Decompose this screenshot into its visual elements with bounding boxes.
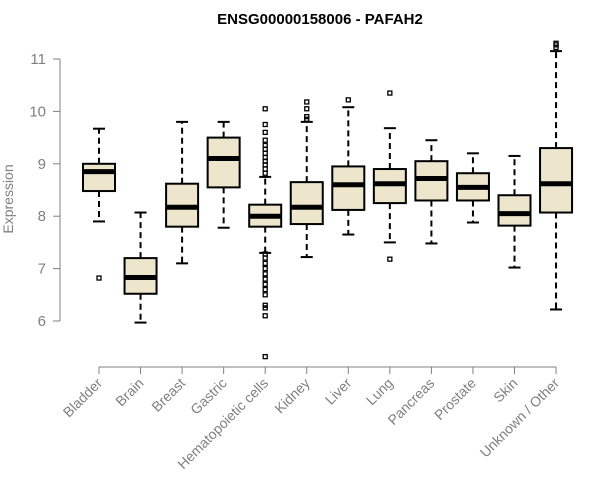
box-group: [123, 211, 158, 324]
y-tick-label: 8: [38, 208, 46, 225]
x-tick-label: Lung: [363, 375, 396, 408]
y-axis-label: Expression: [0, 164, 16, 233]
outlier-point: [387, 90, 393, 96]
x-tick-label: Kidney: [271, 375, 313, 417]
outlier-point: [262, 166, 268, 172]
box-iqr: [497, 194, 532, 227]
outlier-point: [262, 129, 268, 136]
box-group: [289, 99, 324, 259]
outlier-point: [262, 260, 268, 267]
box-group: [455, 152, 490, 224]
box-iqr: [331, 165, 366, 211]
outlier-point: [262, 170, 268, 176]
box-group: [206, 120, 241, 229]
box-group: [539, 40, 574, 311]
box-group: [414, 139, 449, 245]
outlier-point: [262, 271, 268, 277]
y-tick-label: 10: [29, 103, 46, 120]
box-iqr: [82, 162, 116, 193]
boxes: [82, 40, 574, 360]
y-tick-label: 6: [38, 313, 46, 330]
x-tick-label: Bladder: [60, 375, 106, 421]
outlier-point: [262, 292, 268, 298]
box-group: [165, 120, 200, 265]
x-tick-label: Skin: [490, 375, 521, 406]
outlier-point: [262, 251, 268, 257]
y-tick-label: 7: [38, 261, 46, 278]
y-tick-label: 9: [38, 156, 46, 173]
box-group: [497, 154, 532, 269]
outlier-point: [304, 106, 310, 112]
outlier-point: [262, 162, 268, 168]
box-group: [248, 106, 283, 360]
x-tick-label: Prostate: [431, 375, 479, 423]
box-group: [372, 90, 407, 262]
outlier-point: [262, 276, 268, 282]
outlier-point: [262, 265, 268, 272]
outlier-point: [304, 99, 310, 105]
outlier-point: [262, 146, 268, 152]
x-tick-label: Brain: [112, 375, 146, 409]
outlier-point: [262, 313, 268, 319]
outlier-point: [262, 121, 268, 128]
outlier-point: [262, 286, 268, 293]
x-tick-label: Unknown / Other: [477, 375, 563, 461]
chart-title: ENSG00000158006 - PAFAH2: [217, 11, 423, 28]
outlier-point: [345, 97, 351, 103]
outlier-point: [262, 305, 268, 311]
box-iqr: [539, 147, 574, 214]
outlier-point: [262, 150, 268, 156]
outlier-point: [262, 353, 268, 360]
box-group: [82, 127, 116, 281]
outlier-point: [262, 281, 268, 287]
box-iqr: [206, 136, 241, 189]
outlier-point: [262, 106, 268, 112]
outlier-point: [262, 137, 268, 143]
outlier-point: [96, 275, 102, 281]
x-tick-label: Breast: [148, 375, 188, 415]
outlier-point: [553, 44, 559, 51]
y-ticks: 6 7 8 9 10 11: [29, 51, 60, 330]
box-iqr: [289, 181, 324, 226]
outlier-point: [304, 116, 310, 122]
box-group: [331, 97, 366, 236]
x-tick-label: Liver: [322, 375, 355, 408]
y-tick-label: 11: [30, 51, 46, 68]
outlier-point: [262, 255, 268, 261]
outlier-point: [387, 256, 393, 262]
